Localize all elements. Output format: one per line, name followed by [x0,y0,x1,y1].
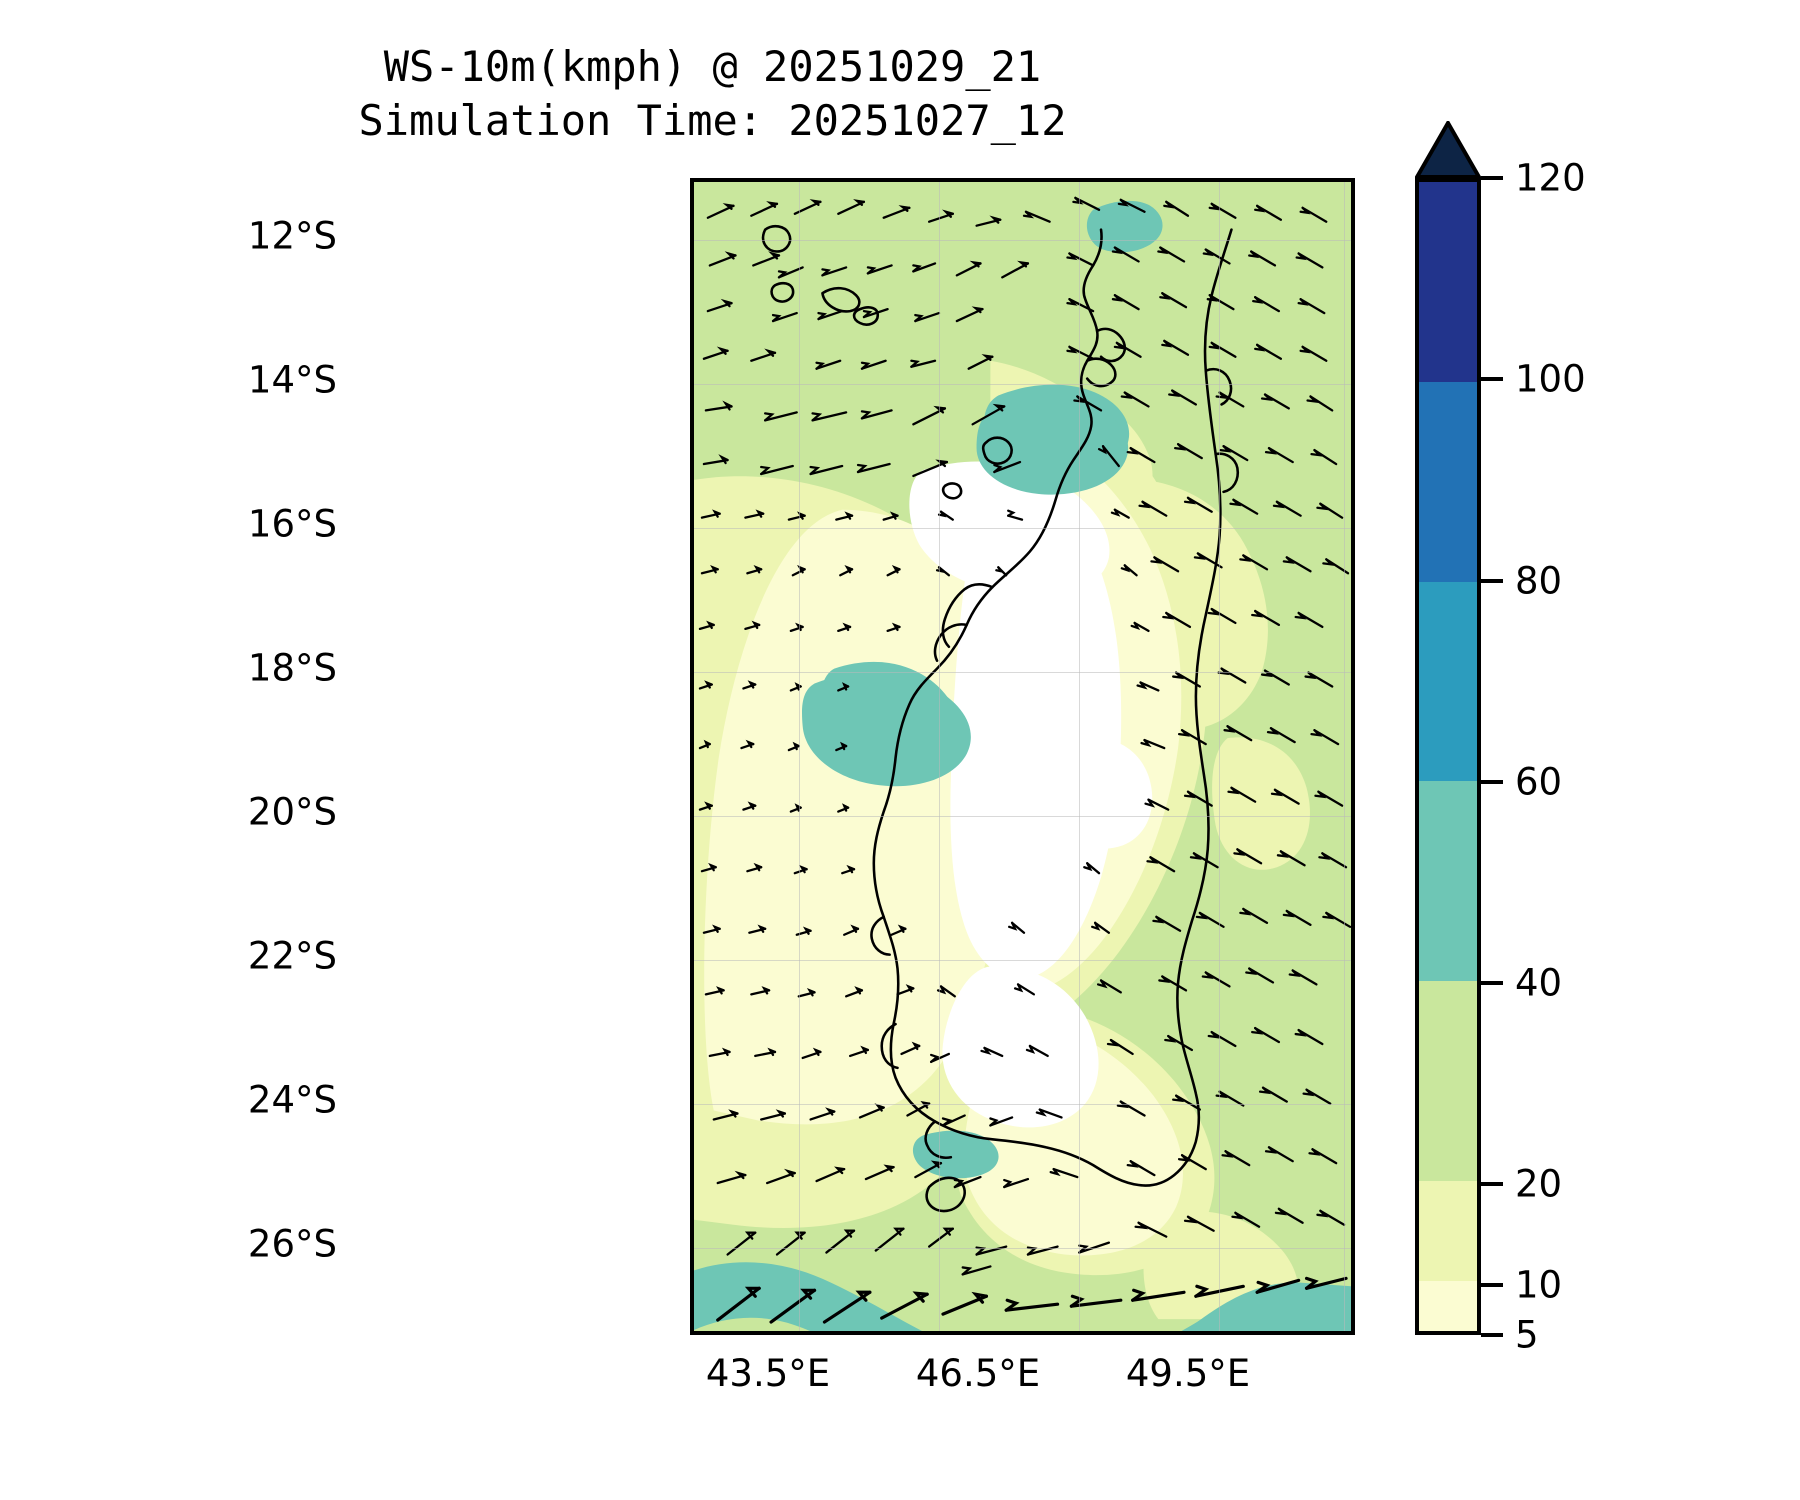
xtick-label: 43.5°E [705,1352,831,1395]
colorbar-segment-80-100 [1419,381,1477,582]
colorbar-tick-label: 40 [1515,961,1563,1005]
colorbar-segment-5-10 [1419,1280,1477,1331]
gridline-horizontal [694,1248,1351,1249]
ytick-label: 20°S [247,790,337,834]
ytick-label: 14°S [247,358,337,402]
ytick-label: 12°S [247,214,337,258]
ytick-label: 18°S [247,646,337,690]
gridline-horizontal [694,1104,1351,1105]
colorbar-tick-label: 80 [1515,559,1563,603]
ytick-label: 24°S [247,1078,337,1122]
colorbar-tick [1481,1283,1503,1287]
gridline-horizontal [694,960,1351,961]
colorbar-segment-40-60 [1419,781,1477,982]
colorbar-tick [1481,377,1503,381]
ytick-label: 16°S [247,502,337,546]
ytick-label: 26°S [247,1222,337,1266]
gridline-horizontal [694,672,1351,673]
colorbar-tick-label: 120 [1515,156,1586,200]
colorbar-tick-label: 100 [1515,357,1586,401]
gridline-vertical [1219,182,1220,1331]
colorbar-tick [1481,780,1503,784]
colorbar-tick-label: 20 [1515,1162,1563,1206]
colorbar-extend-arrow-icon [1415,121,1481,179]
chart-subtitle: Simulation Time: 20251027_12 [358,95,1067,145]
colorbar-tick-label: 5 [1515,1313,1539,1357]
colorbar-tick [1481,981,1503,985]
colorbar-tick-label: 10 [1515,1263,1563,1307]
colorbar-tick [1481,1182,1503,1186]
gridline-vertical [1344,182,1345,1331]
gridline-vertical [1079,182,1080,1331]
colorbar-tick-label: 60 [1515,760,1563,804]
gridline-horizontal [694,384,1351,385]
colorbar-gradient [1415,178,1481,1335]
gridline-horizontal [694,528,1351,529]
map-plot-area [690,178,1355,1335]
colorbar-tick [1481,176,1503,180]
colorbar-segment-100-120 [1419,182,1477,382]
colorbar-segment-10-20 [1419,1180,1477,1281]
gridline-vertical [799,182,800,1331]
gridline-vertical [939,182,940,1331]
gridline-horizontal [694,816,1351,817]
gridline-horizontal [694,240,1351,241]
colorbar-tick [1481,1333,1503,1337]
wind-vector-layer [698,196,1351,1324]
contour-svg [694,182,1351,1331]
xtick-label: 46.5°E [915,1352,1041,1395]
colorbar[interactable]: 120 100 80 60 40 20 10 5 [1415,121,1586,1357]
colorbar-tick [1481,579,1503,583]
chart-title-block: WS-10m(kmph) @ 20251029_21 Simulation Ti… [0,40,1425,148]
windspeed-contour-field [694,182,1351,1331]
colorbar-segment-20-40 [1419,981,1477,1181]
ytick-label: 22°S [247,934,337,978]
xtick-label: 49.5°E [1125,1352,1251,1395]
page-title: WS-10m(kmph) @ 20251029_21 [383,42,1042,91]
colorbar-segment-60-80 [1419,581,1477,782]
